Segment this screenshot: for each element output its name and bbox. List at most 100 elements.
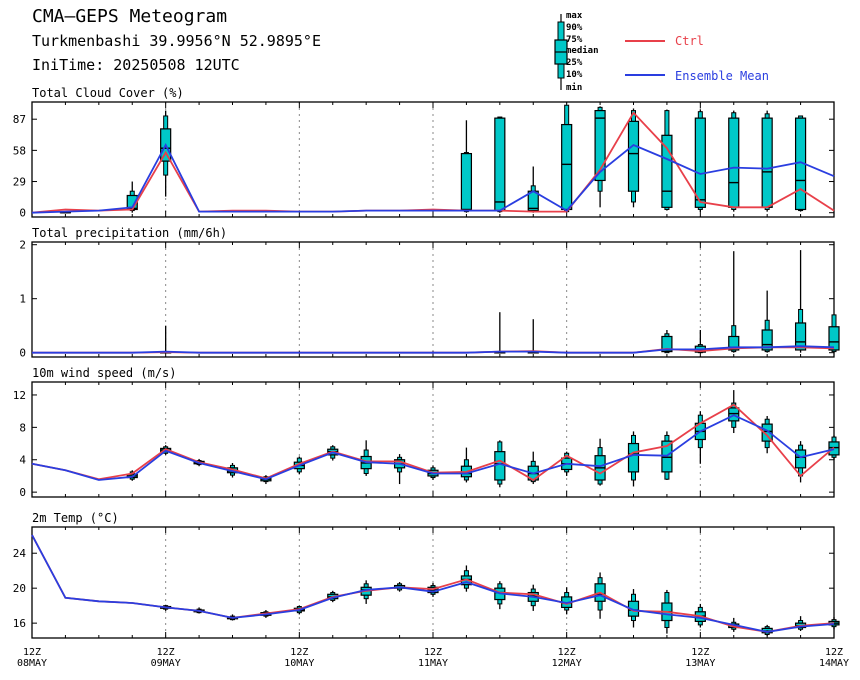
init-time-label: IniTime: 20250508 12UTC [32,56,240,74]
y-tick-label: 29 [13,176,26,189]
y-tick-label: 24 [13,547,27,560]
box-whisker [694,109,706,212]
panel: Total Cloud Cover (%) 0 29 58 87 [13,86,835,220]
box-whisker [594,106,606,208]
x-tick-label-date: 13MAY [685,658,715,669]
box-whisker [527,319,539,354]
y-tick-label: 4 [19,454,26,467]
box-inner [594,109,606,182]
box-inner [494,117,506,212]
box-whisker [460,447,473,483]
box-inner [728,335,740,351]
box-whisker [494,312,506,354]
legend-box-label: 90% [566,23,583,33]
box-inner [828,326,840,351]
panel: 2m Temp (°C) 16 20 24 [13,511,840,639]
legend-mean-label: Ensemble Mean [675,69,769,83]
x-tick-label-date: 10MAY [284,658,314,669]
box-whisker [561,587,573,615]
y-tick-label: 12 [13,389,26,402]
box-whisker [360,440,372,476]
meteogram-title: CMA—GEPS Meteogram [32,6,228,27]
ensemble-mean-line [31,534,835,633]
x-tick-label-time: 12Z [290,647,308,658]
box-whisker [527,166,539,213]
legend-box-label: min [566,82,582,93]
x-tick-label-time: 12Z [157,647,175,658]
ctrl-line [31,111,835,214]
box-whisker [728,251,740,353]
legend-box-label: max [566,11,583,21]
box-inner [460,152,473,212]
y-tick-label: 87 [13,113,26,126]
y-tick-label: 0 [19,347,26,360]
y-tick-label: 20 [13,582,26,595]
box-whisker [761,110,773,212]
ensemble-mean-line [32,345,835,354]
box-whisker [627,431,640,487]
panel: Total precipitation (mm/6h) 0 1 2 [19,226,840,360]
box-whisker [160,325,172,354]
y-tick-label: 8 [19,421,26,434]
box-inner [761,329,773,351]
panel-title: Total precipitation (mm/6h) [32,226,227,240]
box-whisker [694,411,706,464]
x-tick-label-date: 09MAY [151,658,181,669]
box-inner [761,117,773,208]
box-whisker [627,108,640,208]
box-whisker [794,250,807,353]
box-inner [794,449,807,469]
box-whisker [728,390,740,434]
box-inner [627,120,640,192]
ensemble-mean-line [31,143,835,214]
legend-box-label: 25% [566,58,583,68]
y-tick-label: 16 [13,617,26,630]
box-whisker [594,438,606,486]
legend: max 90% 75%median 25% 10% min Ctrl Ensemble Mea… [554,11,769,93]
y-tick-label: 58 [13,144,26,157]
panel-title: 10m wind speed (m/s) [32,366,177,380]
box-inner [728,117,740,208]
box-inner [561,123,573,211]
box-inner [794,322,807,351]
panel: 10m wind speed (m/s) 0 4 8 12 [13,366,840,499]
x-tick-label-date: 14MAY [819,658,849,669]
legend-box-label: median [566,45,599,56]
x-tick-label-date: 11MAY [418,658,448,669]
box-inner [661,134,673,208]
location-label: Turkmenbashi 39.9956°N 52.9895°E [32,32,321,50]
box-whisker [761,290,773,353]
box-whisker [494,581,506,610]
box-whisker [494,116,506,213]
legend-ctrl-label: Ctrl [675,34,704,48]
panel-title: Total Cloud Cover (%) [32,86,184,100]
x-tick-label-time: 12Z [23,647,41,658]
x-tick-label-time: 12Z [691,647,709,658]
box-whisker [794,616,807,632]
legend-box-label: 10% [566,70,583,80]
panel-title: 2m Temp (°C) [32,511,119,525]
x-tick-label-time: 12Z [558,647,576,658]
box-whisker [561,104,573,213]
x-tick-label-time: 12Z [825,647,843,658]
x-tick-label-time: 12Z [424,647,442,658]
box-whisker [661,109,673,211]
y-tick-label: 2 [19,239,26,252]
y-tick-label: 0 [19,207,26,220]
box-whisker [393,454,406,485]
legend-box-label: 75% [566,35,583,45]
box-inner [661,335,673,353]
box-whisker [460,120,473,213]
x-tick-label-date: 12MAY [552,658,582,669]
ensemble-mean-line [31,414,835,481]
box-whisker [728,110,740,212]
box-inner [761,423,773,442]
box-whisker [828,435,840,460]
x-tick-label-date: 08MAY [17,658,47,669]
box-inner [694,117,706,208]
box-whisker [828,314,840,353]
box-inner [627,442,640,473]
y-tick-label: 1 [19,293,26,306]
box-inner [494,451,506,481]
